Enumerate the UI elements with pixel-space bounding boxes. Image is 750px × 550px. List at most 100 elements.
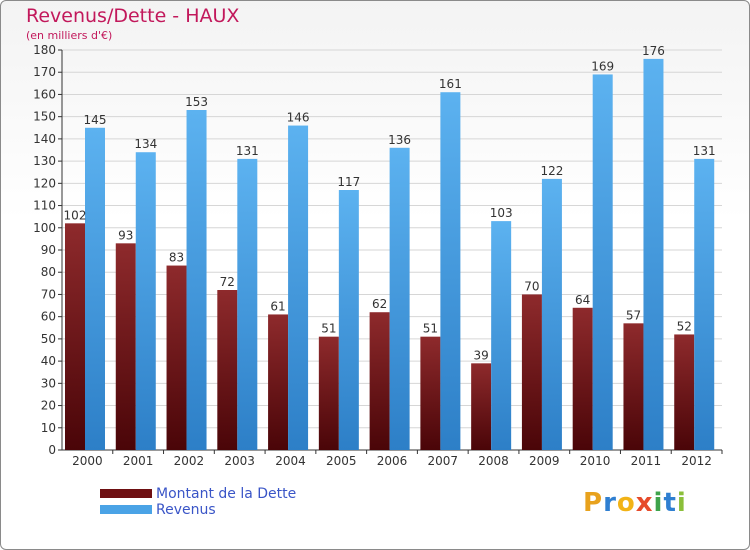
debt-bar — [572, 307, 593, 450]
revenue-bar — [135, 152, 156, 450]
y-tick-label: 20 — [41, 399, 56, 413]
debt-bar-label: 102 — [64, 208, 87, 222]
debt-bar-label: 39 — [474, 348, 489, 362]
revenue-bar-label: 131 — [693, 144, 716, 158]
x-tick-label: 2000 — [72, 454, 103, 468]
x-tick-label: 2003 — [224, 454, 255, 468]
y-tick-label: 130 — [33, 154, 56, 168]
revenue-bar-label: 161 — [439, 77, 462, 91]
debt-bar — [268, 314, 289, 450]
revenue-bar-label: 131 — [236, 144, 259, 158]
y-tick-label: 170 — [33, 65, 56, 79]
revenue-bar — [85, 127, 105, 451]
y-tick-label: 60 — [41, 310, 56, 324]
debt-bar — [65, 223, 85, 450]
legend-swatch-debt — [100, 489, 152, 498]
debt-bar — [674, 334, 695, 450]
debt-bar — [420, 336, 441, 450]
revenue-bar-label: 134 — [134, 137, 157, 151]
y-tick-label: 80 — [41, 265, 56, 279]
y-tick-label: 90 — [41, 243, 56, 257]
y-tick-label: 120 — [33, 176, 56, 190]
proxiti-logo: Proxiti — [583, 488, 687, 518]
y-tick-label: 40 — [41, 354, 56, 368]
y-tick-label: 100 — [33, 221, 56, 235]
y-tick-label: 140 — [33, 132, 56, 146]
x-tick-label: 2011 — [631, 454, 662, 468]
revenue-bar — [389, 147, 410, 450]
y-tick-label: 180 — [33, 43, 56, 57]
revenue-bar — [541, 178, 562, 450]
chart-title: Revenus/Dette - HAUX — [26, 5, 240, 27]
debt-bar — [166, 265, 187, 450]
logo-letter: i — [676, 488, 687, 518]
x-tick-label: 2007 — [427, 454, 458, 468]
x-axis: 2000 2001 2002 2003 2004 2005 2006 2007 2008 2009… — [72, 450, 723, 468]
revenue-bar-label: 136 — [388, 133, 411, 147]
debt-bar-label: 72 — [220, 275, 235, 289]
logo-letter: i — [653, 488, 664, 518]
y-tick-label: 10 — [41, 421, 56, 435]
x-tick-label: 2004 — [275, 454, 306, 468]
revenue-bar — [288, 125, 309, 451]
legend-label-revenue: Revenus — [156, 502, 216, 518]
revenue-bar-label: 103 — [490, 206, 513, 220]
logo-letter: P — [583, 488, 604, 518]
debt-bar-label: 93 — [118, 228, 133, 242]
debt-bar — [115, 243, 136, 450]
x-tick-label: 2010 — [580, 454, 611, 468]
logo-letter: r — [603, 488, 617, 518]
y-tick-label: 0 — [48, 443, 56, 457]
debt-bar — [217, 290, 238, 450]
debt-bar-label: 83 — [169, 251, 184, 265]
revenue-bar — [440, 92, 461, 450]
revenue-bar — [592, 74, 613, 450]
debt-bar-label: 51 — [423, 322, 438, 336]
debt-bar — [471, 363, 492, 450]
debt-bar-label: 61 — [270, 299, 285, 313]
logo-letter: x — [635, 488, 654, 518]
y-tick-label: 30 — [41, 376, 56, 390]
x-tick-label: 2012 — [681, 454, 712, 468]
chart-subtitle: (en milliers d'€) — [26, 29, 113, 42]
x-tick-label: 2006 — [377, 454, 408, 468]
x-tick-label: 2009 — [529, 454, 560, 468]
y-tick-label: 110 — [33, 199, 56, 213]
x-tick-label: 2002 — [174, 454, 205, 468]
revenue-bar-label: 146 — [287, 111, 310, 125]
debt-bar-label: 64 — [575, 293, 590, 307]
revenue-bar — [491, 221, 512, 450]
revenue-bar-label: 169 — [591, 59, 614, 73]
legend-swatch-revenue — [100, 505, 152, 514]
revenue-bar — [643, 58, 664, 451]
y-tick-label: 150 — [33, 110, 56, 124]
x-tick-label: 2005 — [326, 454, 357, 468]
data-labels: 102 145 93 134 83 153 72 131 61 146 51 117 62 136 51 16… — [64, 44, 716, 362]
debt-bar-label: 52 — [677, 319, 692, 333]
revenue-bar-label: 122 — [540, 164, 563, 178]
revenue-bar — [237, 158, 258, 450]
x-tick-label: 2008 — [478, 454, 509, 468]
bars — [65, 58, 715, 451]
x-tick-label: 2001 — [123, 454, 154, 468]
revenue-bar-label: 153 — [185, 95, 208, 109]
y-tick-label: 70 — [41, 287, 56, 301]
revenue-bar — [186, 110, 207, 450]
revenue-bar — [694, 158, 715, 450]
legend-label-debt: Montant de la Dette — [156, 486, 297, 502]
debt-bar-label: 57 — [626, 308, 641, 322]
revenue-bar-label: 117 — [337, 175, 360, 189]
debt-bar-label: 70 — [524, 279, 539, 293]
y-tick-label: 50 — [41, 332, 56, 346]
y-tick-label: 160 — [33, 87, 56, 101]
revenue-bar — [338, 190, 359, 450]
debt-bar-label: 62 — [372, 297, 387, 311]
debt-bar-label: 51 — [321, 322, 336, 336]
debt-bar — [369, 312, 390, 450]
debt-bar — [623, 323, 644, 450]
logo-letter: o — [616, 488, 636, 518]
revenue-bar-label: 145 — [84, 113, 107, 127]
debt-bar — [521, 294, 542, 450]
logo-letter: t — [663, 488, 677, 518]
